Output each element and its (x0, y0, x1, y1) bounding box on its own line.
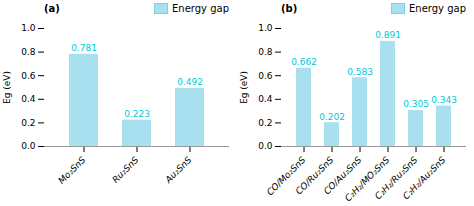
svg-text:Ru₂SnS: Ru₂SnS (110, 155, 140, 185)
svg-text:0.583: 0.583 (347, 67, 373, 77)
svg-text:0.6: 0.6 (21, 71, 36, 81)
svg-text:0.202: 0.202 (319, 112, 345, 122)
html-text:Energy gap: Energy gap (409, 2, 466, 14)
svg-text:Mo₂SnS: Mo₂SnS (56, 155, 87, 186)
svg-text:0.662: 0.662 (291, 57, 317, 67)
svg-text:0.0: 0.0 (258, 141, 273, 151)
html-text:(a): (a) (44, 2, 60, 14)
html-text:(b): (b) (281, 2, 298, 14)
svg-text:0.4: 0.4 (21, 94, 36, 104)
svg-text:1.0: 1.0 (258, 23, 273, 33)
svg-text:C₂H₂/Ru₂SnS: C₂H₂/Ru₂SnS (372, 154, 420, 202)
svg-text:0.0: 0.0 (21, 141, 36, 151)
svg-text:C₂H₂/Au₂SnS: C₂H₂/Au₂SnS (401, 155, 448, 202)
svg-text:Eg (eV): Eg (eV) (239, 71, 249, 104)
html-text:Energy gap: Energy gap (172, 2, 229, 14)
svg-text:C₂H₂/MO₂SnS: C₂H₂/MO₂SnS (342, 154, 392, 204)
svg-text:1.0: 1.0 (21, 23, 36, 33)
svg-text:0.6: 0.6 (258, 71, 273, 81)
svg-text:0.343: 0.343 (431, 95, 457, 105)
svg-text:0.891: 0.891 (375, 30, 401, 40)
svg-text:0.2: 0.2 (258, 118, 272, 128)
svg-text:0.492: 0.492 (177, 77, 203, 87)
svg-text:CO/Ru₂SnS: CO/Ru₂SnS (293, 154, 336, 197)
svg-text:CO/Mo₂SnS: CO/Mo₂SnS (264, 154, 308, 198)
svg-text:CO/Au₂SnS: CO/Au₂SnS (321, 154, 364, 197)
svg-text:0.4: 0.4 (258, 94, 273, 104)
svg-text:0.223: 0.223 (124, 109, 150, 119)
svg-text:Au₂SnS: Au₂SnS (163, 155, 194, 186)
svg-text:0.305: 0.305 (403, 99, 429, 109)
svg-text:0.2: 0.2 (21, 118, 35, 128)
svg-text:0.781: 0.781 (71, 43, 97, 53)
svg-text:0.8: 0.8 (258, 47, 273, 57)
svg-text:Eg (eV): Eg (eV) (2, 71, 12, 104)
svg-text:0.8: 0.8 (21, 47, 36, 57)
